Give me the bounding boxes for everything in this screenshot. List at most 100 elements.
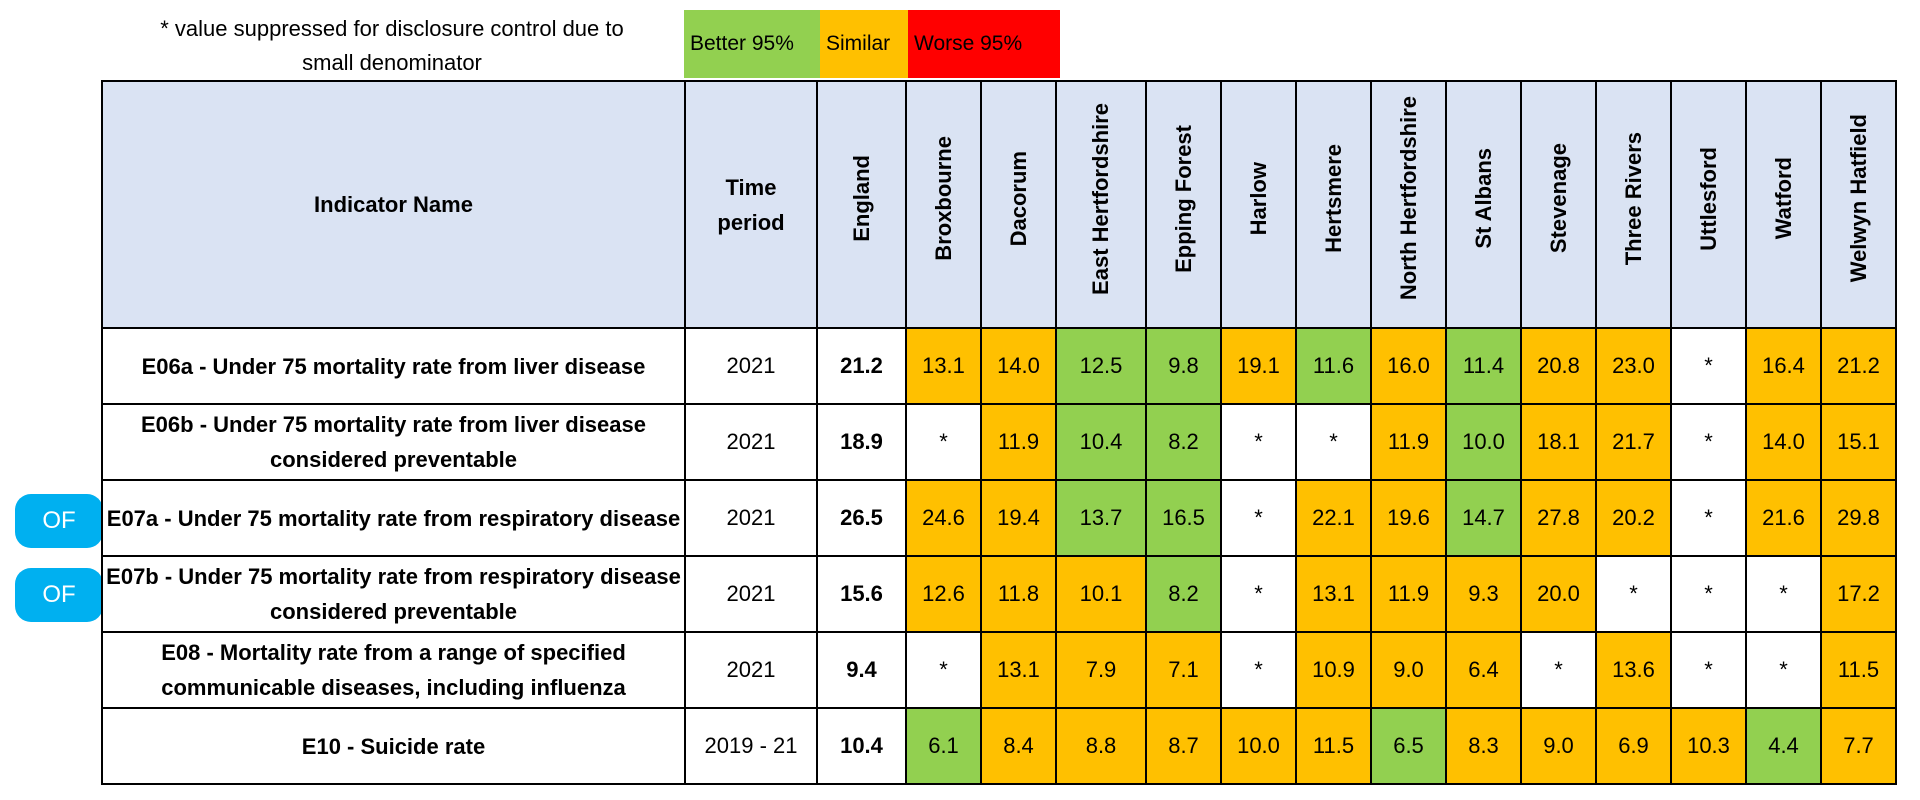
area-value-cell: * — [1220, 555, 1297, 633]
area-value-cell: 11.9 — [980, 403, 1057, 481]
area-value-cell: 27.8 — [1520, 479, 1597, 557]
area-value-cell: 8.2 — [1145, 555, 1222, 633]
area-value-cell: * — [1745, 631, 1822, 709]
area-header: Dacorum — [980, 80, 1057, 329]
area-header: Welwyn Hatfield — [1820, 80, 1897, 329]
area-value-cell: 11.8 — [980, 555, 1057, 633]
area-value-cell: 20.8 — [1520, 327, 1597, 405]
area-value-cell: * — [1220, 479, 1297, 557]
area-label: St Albans — [1470, 148, 1496, 249]
area-value-cell: 7.9 — [1055, 631, 1147, 709]
area-header: Epping Forest — [1145, 80, 1222, 329]
area-label: Welwyn Hatfield — [1845, 114, 1871, 283]
area-value-cell: 8.2 — [1145, 403, 1222, 481]
area-value-cell: 19.1 — [1220, 327, 1297, 405]
indicator-name-cell: E06a - Under 75 mortality rate from live… — [101, 327, 686, 405]
area-label: England — [848, 155, 874, 242]
area-label: Harlow — [1245, 161, 1271, 236]
area-label: Watford — [1770, 157, 1796, 240]
area-value-cell: 16.0 — [1370, 327, 1447, 405]
area-label: Uttlesford — [1695, 146, 1721, 251]
area-value-cell: 8.7 — [1145, 707, 1222, 785]
area-value-cell: 21.2 — [1820, 327, 1897, 405]
of-badge[interactable]: OF — [15, 494, 103, 548]
area-value-cell: 16.5 — [1145, 479, 1222, 557]
area-value-cell: 13.1 — [905, 327, 982, 405]
area-value-cell: 13.1 — [980, 631, 1057, 709]
legend-worse: Worse 95% — [908, 10, 1060, 78]
area-value-cell: * — [1670, 327, 1747, 405]
area-value-cell: * — [905, 403, 982, 481]
area-label: Broxbourne — [930, 136, 956, 261]
table-row: E07a - Under 75 mortality rate from resp… — [101, 479, 1897, 557]
suppression-footnote: * value suppressed for disclosure contro… — [160, 16, 624, 75]
area-value-cell: 29.8 — [1820, 479, 1897, 557]
indicator-name-cell: E06b - Under 75 mortality rate from live… — [101, 403, 686, 481]
area-value-cell: 12.6 — [905, 555, 982, 633]
table-body: E06a - Under 75 mortality rate from live… — [101, 327, 1897, 785]
table-row: E07b - Under 75 mortality rate from resp… — [101, 555, 1897, 633]
time-period-cell: 2021 — [684, 555, 818, 633]
area-value-cell: 9.3 — [1445, 555, 1522, 633]
area-header: St Albans — [1445, 80, 1522, 329]
area-value-cell: 6.4 — [1445, 631, 1522, 709]
england-value-cell: 26.5 — [816, 479, 907, 557]
area-value-cell: 10.9 — [1295, 631, 1372, 709]
area-header: Uttlesford — [1670, 80, 1747, 329]
area-value-cell: 11.6 — [1295, 327, 1372, 405]
area-value-cell: 24.6 — [905, 479, 982, 557]
area-value-cell: * — [1520, 631, 1597, 709]
area-label: East Hertfordshire — [1088, 102, 1113, 295]
area-value-cell: 11.4 — [1445, 327, 1522, 405]
area-value-cell: * — [1295, 403, 1372, 481]
time-period-cell: 2021 — [684, 631, 818, 709]
area-value-cell: * — [1595, 555, 1672, 633]
time-period-label: Time period — [717, 174, 785, 235]
area-header: Harlow — [1220, 80, 1297, 329]
area-value-cell: * — [1220, 403, 1297, 481]
area-value-cell: 10.4 — [1055, 403, 1147, 481]
area-header: Stevenage — [1520, 80, 1597, 329]
area-header: Hertsmere — [1295, 80, 1372, 329]
time-period-header: Time period — [684, 80, 818, 329]
time-period-cell: 2021 — [684, 479, 818, 557]
area-value-cell: * — [1670, 555, 1747, 633]
england-value-cell: 21.2 — [816, 327, 907, 405]
time-period-cell: 2021 — [684, 403, 818, 481]
england-value-cell: 15.6 — [816, 555, 907, 633]
area-value-cell: 8.3 — [1445, 707, 1522, 785]
area-value-cell: 10.0 — [1220, 707, 1297, 785]
area-value-cell: * — [905, 631, 982, 709]
area-value-cell: 11.5 — [1295, 707, 1372, 785]
area-label: Dacorum — [1005, 150, 1031, 247]
area-value-cell: 19.4 — [980, 479, 1057, 557]
area-value-cell: 11.5 — [1820, 631, 1897, 709]
area-value-cell: 21.7 — [1595, 403, 1672, 481]
area-value-cell: 6.9 — [1595, 707, 1672, 785]
table-row: E06a - Under 75 mortality rate from live… — [101, 327, 1897, 405]
indicator-name-cell: E08 - Mortality rate from a range of spe… — [101, 631, 686, 709]
area-value-cell: 9.0 — [1370, 631, 1447, 709]
area-header: Three Rivers — [1595, 80, 1672, 329]
area-value-cell: * — [1670, 479, 1747, 557]
significance-legend: Better 95% Similar Worse 95% — [684, 10, 1060, 78]
area-value-cell: 17.2 — [1820, 555, 1897, 633]
area-value-cell: 10.0 — [1445, 403, 1522, 481]
of-badge[interactable]: OF — [15, 568, 103, 622]
area-value-cell: 7.1 — [1145, 631, 1222, 709]
area-value-cell: 14.0 — [1745, 403, 1822, 481]
area-value-cell: 6.5 — [1370, 707, 1447, 785]
area-value-cell: 8.8 — [1055, 707, 1147, 785]
area-value-cell: 13.6 — [1595, 631, 1672, 709]
indicator-name-cell: E10 - Suicide rate — [101, 707, 686, 785]
area-header: Watford — [1745, 80, 1822, 329]
area-header: East Hertfordshire — [1055, 80, 1147, 329]
time-period-cell: 2021 — [684, 327, 818, 405]
table-row: E06b - Under 75 mortality rate from live… — [101, 403, 1897, 481]
legend-similar: Similar — [820, 10, 908, 78]
area-value-cell: 11.9 — [1370, 403, 1447, 481]
area-value-cell: 16.4 — [1745, 327, 1822, 405]
indicator-name-cell: E07b - Under 75 mortality rate from resp… — [101, 555, 686, 633]
area-value-cell: 20.0 — [1520, 555, 1597, 633]
area-value-cell: 4.4 — [1745, 707, 1822, 785]
